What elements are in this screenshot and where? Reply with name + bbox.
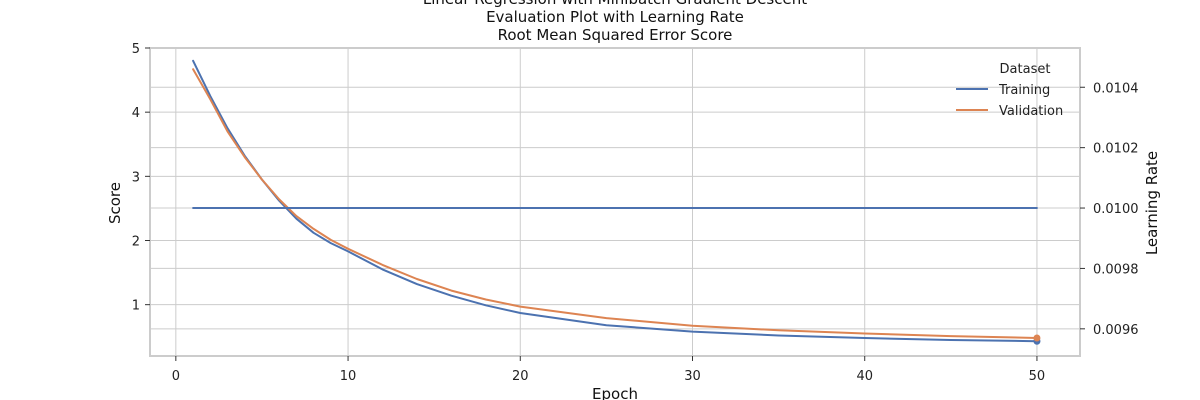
y-tick-label: 3 <box>132 170 140 185</box>
series-line-validation <box>192 68 1038 339</box>
chart-title-line-1: Linear Regression with Minibatch Gradien… <box>423 0 807 8</box>
legend: Dataset Training Validation <box>956 62 1063 119</box>
y-tick-label: 2 <box>132 235 140 250</box>
series-line-training <box>192 59 1038 343</box>
x-tick-label: 20 <box>512 369 529 384</box>
chart-title-line-2: Evaluation Plot with Learning Rate <box>486 8 744 26</box>
y2-tick-label: 0.0096 <box>1093 323 1139 338</box>
x-tick-label: 40 <box>856 369 873 384</box>
x-tick-label: 50 <box>1029 369 1046 384</box>
series-layer <box>192 59 1041 345</box>
chart-title-line-3: Root Mean Squared Error Score <box>498 26 733 44</box>
x-tick-label: 0 <box>172 369 180 384</box>
y-axis-label: Score <box>106 182 124 224</box>
y-tick-label: 1 <box>132 299 140 314</box>
y-tick-label: 5 <box>132 42 140 57</box>
plot-frame <box>149 47 1081 357</box>
y-tick-label: 4 <box>132 106 140 121</box>
grid <box>150 47 1080 356</box>
x-tick-label: 10 <box>340 369 357 384</box>
x-axis-label: Epoch <box>592 385 638 400</box>
y2-tick-label: 0.0100 <box>1093 202 1139 217</box>
y2-tick-label: 0.0104 <box>1093 81 1139 96</box>
legend-label-training: Training <box>998 83 1050 98</box>
legend-label-validation: Validation <box>999 104 1063 119</box>
tick-layer: 0 10 20 30 40 50 1 2 3 4 5 0.0096 0.0098 0.0100 0.0102… <box>132 42 1139 384</box>
y2-tick-label: 0.0102 <box>1093 142 1139 157</box>
legend-title: Dataset <box>1000 62 1051 77</box>
x-tick-label: 30 <box>684 369 701 384</box>
y2-tick-label: 0.0098 <box>1093 262 1139 277</box>
series-end-marker-validation <box>1033 334 1041 342</box>
y2-axis-label: Learning Rate <box>1143 151 1161 255</box>
